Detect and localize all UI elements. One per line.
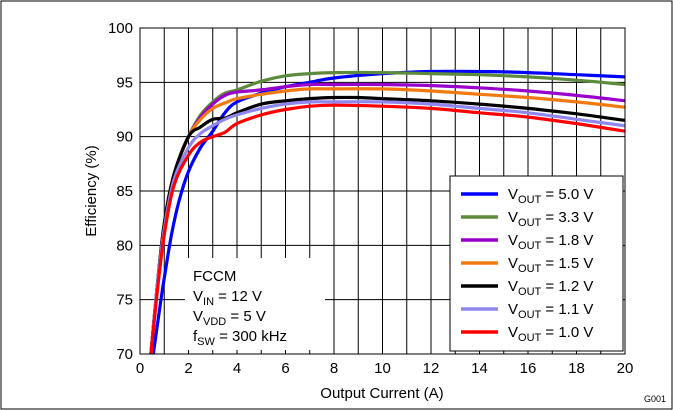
plot-lines (149, 69, 625, 354)
x-tick-label: 2 (184, 360, 192, 377)
annotation-line-3: VVDD = 5 V (193, 308, 266, 328)
y-tick-label: 95 (116, 74, 133, 91)
legend-label-3: VOUT = 1.8 V (508, 232, 593, 252)
x-axis-label: Output Current (A) (320, 385, 443, 402)
annotation-box (185, 258, 325, 350)
legend-label-6: VOUT = 1.1 V (508, 301, 593, 321)
series-line-5 (149, 95, 625, 354)
x-tick-label: 20 (617, 360, 634, 377)
series-line-7 (149, 103, 625, 354)
y-tick-label: 80 (116, 237, 133, 254)
x-tick-labels: 0 2 4 6 8 10 12 14 16 18 20 (136, 360, 634, 377)
annotation-line-2: VIN = 12 V (193, 288, 262, 308)
x-tick-label: 6 (281, 360, 289, 377)
figure-id: G001 (644, 394, 666, 404)
legend-label-1: VOUT = 5.0 V (508, 186, 593, 206)
legend: VOUT = 5.0 V VOUT = 3.3 V VOUT = 1.8 V VOUT… (449, 175, 624, 352)
y-axis-label: Efficiency (%) (83, 145, 100, 236)
legend-label-5: VOUT = 1.2 V (508, 278, 593, 298)
y-tick-label: 70 (116, 346, 133, 363)
y-tick-labels: 70 75 80 85 90 95 100 (108, 20, 133, 363)
y-tick-label: 90 (116, 129, 133, 146)
x-tick-label: 4 (233, 360, 241, 377)
x-tick-label: 16 (520, 360, 537, 377)
x-tick-label: 0 (136, 360, 144, 377)
x-tick-label: 18 (568, 360, 585, 377)
x-tick-label: 10 (374, 360, 391, 377)
series-line-6 (149, 100, 625, 354)
x-tick-label: 8 (330, 360, 338, 377)
legend-label-2: VOUT = 3.3 V (508, 209, 593, 229)
x-tick-label: 14 (471, 360, 488, 377)
annotation-line-1: FCCM (193, 268, 236, 285)
annotation-line-4: fSW = 300 kHz (193, 328, 287, 348)
y-tick-label: 85 (116, 183, 133, 200)
y-tick-label: 75 (116, 292, 133, 309)
legend-label-4: VOUT = 1.5 V (508, 255, 593, 275)
y-tick-label: 100 (108, 20, 133, 37)
x-tick-label: 12 (423, 360, 440, 377)
plot-area-border (139, 27, 626, 355)
legend-label-7: VOUT = 1.0 V (508, 324, 593, 344)
